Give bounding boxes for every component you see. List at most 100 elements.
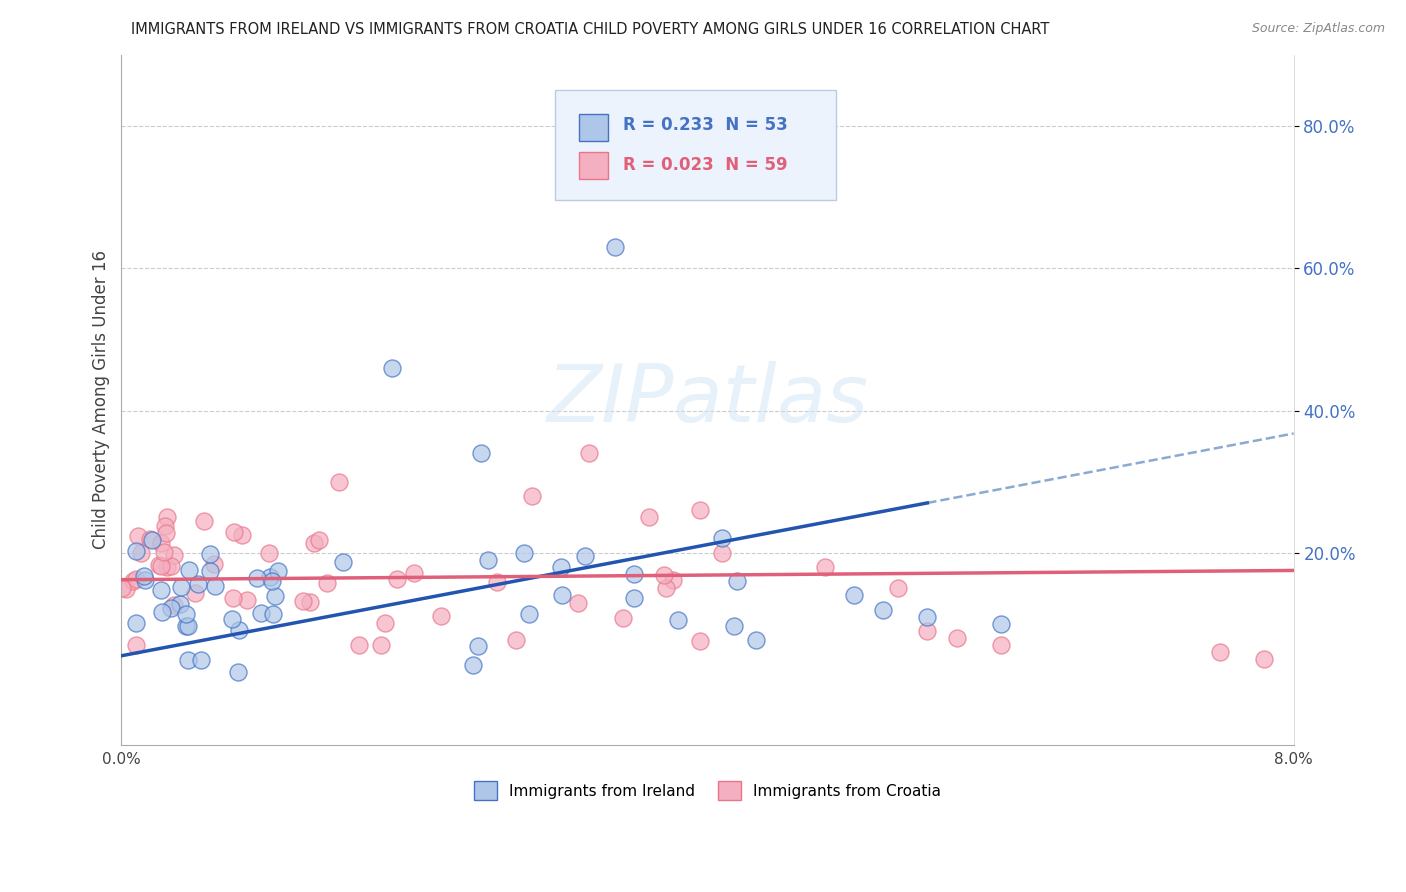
Point (485, 575, 508, 590)
Point (477, 553, 499, 567)
Point (381, 360, 404, 375)
Point (159, 600, 181, 615)
Point (246, 571, 269, 585)
Point (204, 579, 226, 593)
Point (148, 558, 170, 572)
FancyBboxPatch shape (555, 89, 837, 200)
Point (567, 596, 589, 610)
Point (689, 634, 711, 648)
Text: IMMIGRANTS FROM IRELAND VS IMMIGRANTS FROM CROATIA CHILD POVERTY AMONG GIRLS UND: IMMIGRANTS FROM IRELAND VS IMMIGRANTS FR… (131, 22, 1050, 37)
Point (551, 588, 574, 602)
Point (235, 593, 257, 607)
Point (623, 591, 645, 605)
Point (512, 546, 534, 560)
Point (291, 594, 314, 608)
Point (125, 544, 148, 558)
Point (162, 548, 184, 562)
Point (177, 619, 200, 633)
Point (149, 558, 172, 573)
Point (129, 546, 152, 560)
Text: 0.0%: 0.0% (103, 752, 141, 767)
Point (155, 510, 177, 524)
Point (517, 607, 540, 622)
Point (745, 633, 768, 648)
Point (370, 638, 392, 652)
Text: ZIPatlas: ZIPatlas (547, 361, 869, 439)
Point (149, 582, 172, 597)
Point (711, 532, 734, 546)
Point (228, 623, 250, 637)
Point (374, 616, 396, 631)
Point (153, 544, 176, 558)
Point (332, 555, 354, 569)
Point (1253, 652, 1275, 666)
Point (150, 605, 173, 619)
Point (174, 619, 197, 633)
Point (550, 560, 572, 574)
Point (887, 581, 910, 595)
Point (111, 581, 134, 595)
Point (187, 576, 209, 591)
Point (132, 569, 155, 583)
Point (127, 529, 149, 543)
Point (711, 546, 734, 560)
Point (115, 582, 138, 597)
Point (262, 607, 284, 621)
Point (193, 514, 215, 528)
Bar (579, 114, 607, 141)
Point (226, 665, 249, 680)
Text: 8.0%: 8.0% (1274, 752, 1313, 767)
Point (200, 547, 222, 561)
Point (163, 598, 186, 612)
Point (155, 526, 177, 541)
Point (872, 602, 894, 616)
Point (578, 446, 600, 460)
Text: R = 0.233  N = 53: R = 0.233 N = 53 (623, 117, 787, 135)
Bar (579, 152, 607, 179)
Point (259, 570, 281, 584)
Point (1209, 645, 1232, 659)
Point (605, 240, 627, 254)
Point (170, 580, 193, 594)
Point (990, 638, 1012, 652)
Point (945, 631, 967, 645)
Point (257, 546, 280, 560)
Point (470, 446, 492, 460)
Point (574, 549, 596, 563)
Point (125, 572, 148, 586)
Point (328, 475, 350, 489)
Point (231, 527, 253, 541)
Point (184, 586, 207, 600)
Point (221, 612, 243, 626)
Point (125, 615, 148, 630)
Point (917, 609, 939, 624)
Point (385, 572, 408, 586)
Point (349, 639, 371, 653)
Point (689, 503, 711, 517)
Point (250, 606, 273, 620)
Point (666, 613, 689, 627)
Point (654, 567, 676, 582)
Point (299, 594, 322, 608)
Point (917, 624, 939, 638)
Point (655, 581, 678, 595)
Text: Source: ZipAtlas.com: Source: ZipAtlas.com (1251, 22, 1385, 36)
Point (461, 658, 484, 673)
Point (842, 588, 865, 602)
Point (723, 619, 745, 633)
Point (260, 574, 283, 588)
Point (725, 574, 748, 588)
Point (200, 564, 222, 578)
Point (263, 590, 285, 604)
Text: R = 0.023  N = 59: R = 0.023 N = 59 (623, 156, 787, 175)
Point (122, 574, 145, 588)
Point (315, 575, 337, 590)
Point (224, 524, 246, 539)
Point (302, 536, 325, 550)
Point (814, 560, 837, 574)
Point (156, 560, 179, 574)
Point (520, 489, 543, 503)
Point (661, 573, 683, 587)
Point (612, 611, 634, 625)
Point (141, 533, 163, 547)
